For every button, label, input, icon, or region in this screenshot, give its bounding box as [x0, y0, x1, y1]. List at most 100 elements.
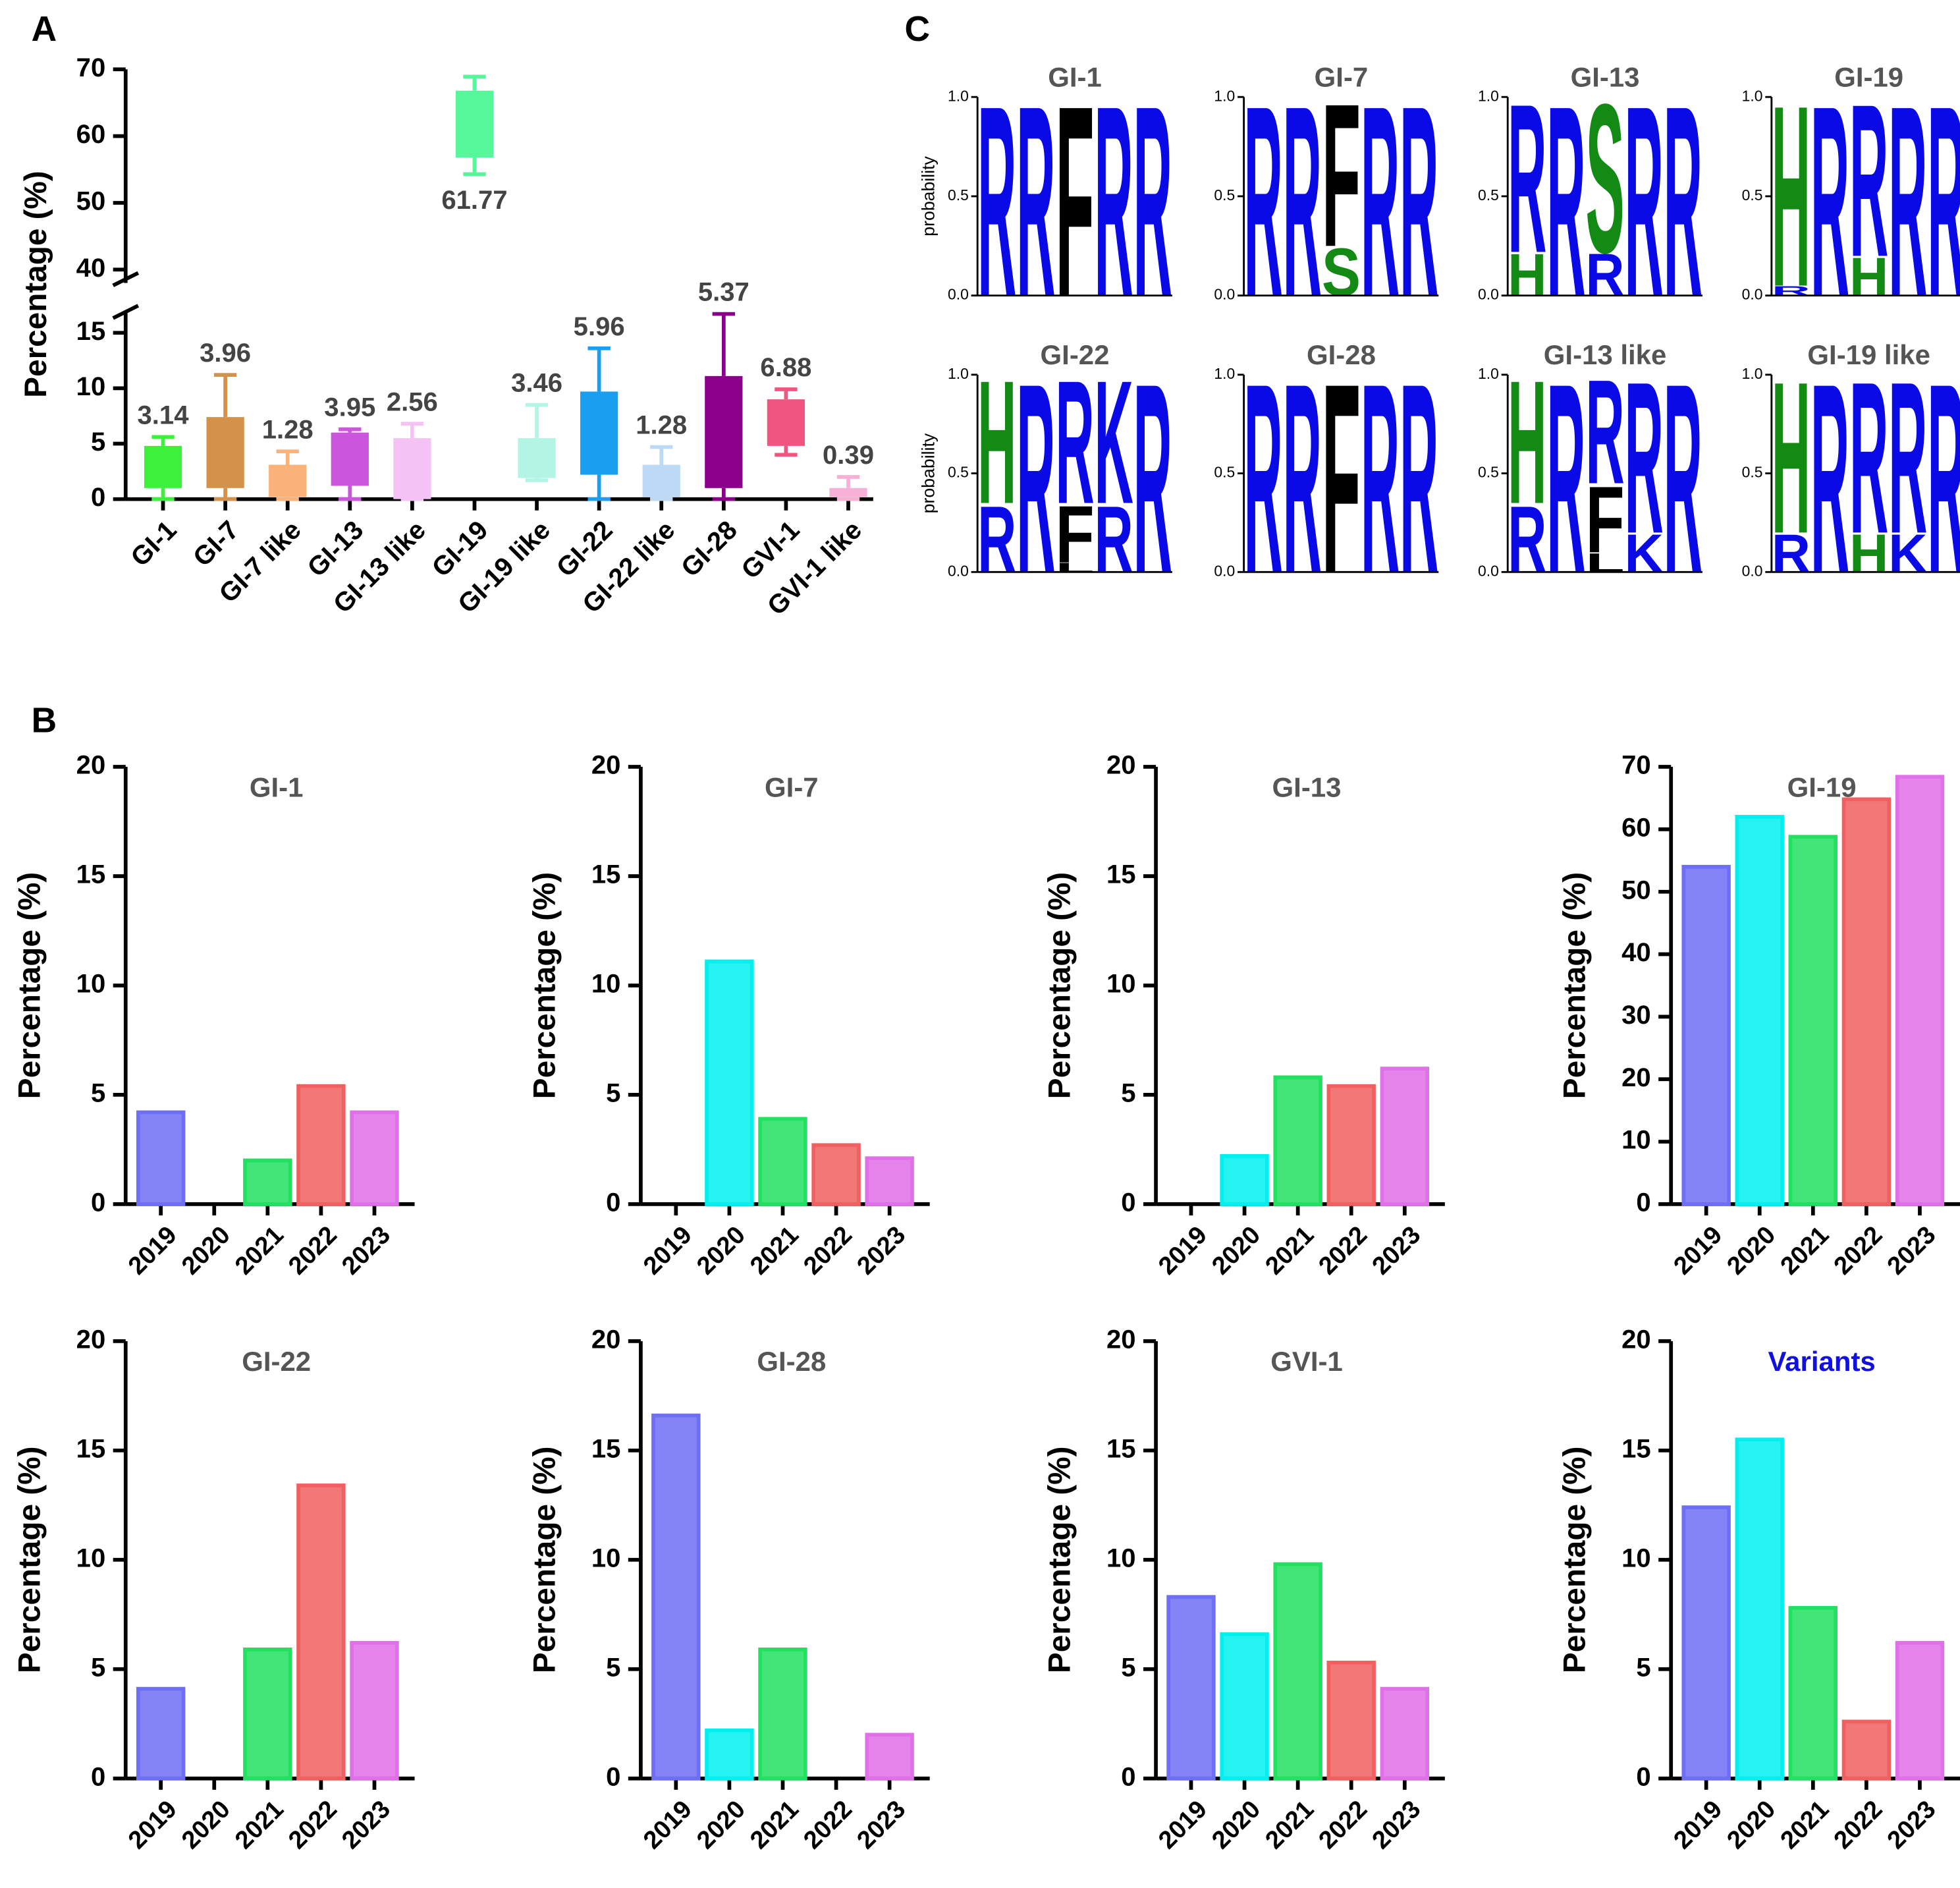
- mean-label: 6.88: [760, 353, 811, 382]
- y-axis-label: Percentage (%): [527, 872, 562, 1099]
- chart-title: GI-19 like: [1807, 339, 1930, 370]
- x-tick-label: 2020: [1207, 1795, 1266, 1854]
- bar: [651, 1413, 701, 1781]
- x-tick-label: 2019: [638, 1795, 697, 1854]
- x-tick-label: 2022: [283, 1221, 342, 1280]
- panel-label: C: [905, 10, 931, 49]
- logo-letter: K: [1625, 523, 1664, 584]
- x-tick-label: 2023: [337, 1221, 396, 1280]
- y-tick-label: 70: [1621, 751, 1651, 780]
- x-tick-label: 2019: [122, 1221, 182, 1280]
- y-tick-label: 1.0: [1214, 87, 1235, 104]
- logo-letter: F: [1055, 489, 1094, 580]
- bar: [136, 1110, 186, 1206]
- bar: [1735, 1437, 1784, 1781]
- chart-title: GI-19: [1834, 62, 1903, 93]
- y-tick-label: 1.0: [1742, 365, 1763, 382]
- y-tick-label: 15: [1621, 1434, 1651, 1463]
- box: [331, 432, 369, 486]
- chart-title: GI-13 like: [1544, 339, 1667, 370]
- y-tick-label: 5: [1121, 1653, 1135, 1682]
- y-tick-label: 0.0: [1214, 562, 1235, 579]
- logo-letter: H: [1772, 52, 1810, 341]
- bar: [350, 1110, 399, 1206]
- x-tick-label: 2019: [1668, 1221, 1728, 1280]
- x-tick-label: 2020: [176, 1221, 235, 1280]
- logo-letter: R: [1361, 50, 1400, 354]
- mean-label: 1.28: [636, 411, 687, 440]
- box: [455, 90, 494, 158]
- mean-label: 3.96: [200, 339, 251, 368]
- logo-letter: R: [1400, 327, 1438, 629]
- logo-letter: S: [1322, 234, 1361, 310]
- logo-letter: H: [1849, 246, 1888, 307]
- logo-letter: R: [1849, 60, 1888, 303]
- box: [518, 438, 556, 478]
- logo-letter: R: [1508, 60, 1546, 297]
- y-tick-label: 20: [1621, 1325, 1651, 1354]
- y-axis-label: Percentage (%): [527, 1447, 562, 1674]
- x-tick-label: 2019: [122, 1795, 182, 1854]
- mean-label: 0.39: [823, 441, 874, 470]
- y-tick-label: 0: [1121, 1188, 1135, 1217]
- x-tick-label: 2021: [1775, 1795, 1834, 1854]
- logo-letter: R: [1546, 327, 1585, 629]
- y-axis-label: probability: [919, 433, 939, 513]
- y-tick-label: 10: [76, 1543, 106, 1572]
- x-tick-label: 2021: [1260, 1221, 1319, 1280]
- bar: [705, 959, 754, 1206]
- logo-letter: K: [1095, 345, 1133, 541]
- x-tick-label: 2019: [638, 1221, 697, 1280]
- logo-letter: R: [1772, 523, 1810, 584]
- logo-letter: H: [1849, 523, 1888, 584]
- y-tick-label: 15: [76, 317, 106, 346]
- bar: [758, 1648, 807, 1781]
- x-tick-label: 2023: [1882, 1221, 1941, 1280]
- y-tick-label: 0.0: [948, 286, 969, 303]
- y-tick-label: 0.0: [1742, 562, 1763, 579]
- y-tick-label: 10: [1621, 1126, 1651, 1155]
- chart-title: GVI-1: [1270, 1346, 1343, 1377]
- x-tick-label: 2023: [1882, 1795, 1941, 1854]
- logo-letter: H: [977, 345, 1016, 541]
- y-tick-label: 0.0: [1478, 286, 1499, 303]
- y-tick-label: 0.5: [1214, 186, 1235, 204]
- chart-title: GI-1: [250, 771, 304, 802]
- logo-letter: R: [1546, 50, 1585, 354]
- y-tick-label: 10: [1106, 970, 1136, 999]
- y-tick-label: 0: [606, 1188, 620, 1217]
- logo-letter: R: [1400, 50, 1438, 354]
- box: [580, 391, 618, 475]
- logo-letter: R: [977, 50, 1016, 354]
- mean-label: 3.95: [324, 393, 375, 422]
- bar: [1326, 1660, 1376, 1781]
- box: [642, 464, 680, 497]
- logo-letter: R: [1586, 349, 1625, 515]
- x-tick-label: 2020: [176, 1795, 235, 1854]
- y-tick-label: 0.0: [1742, 286, 1763, 303]
- x-tick-label: 2020: [1722, 1221, 1781, 1280]
- bar: [1220, 1632, 1269, 1781]
- y-tick-label: 15: [591, 1434, 621, 1463]
- y-tick-label: 1.0: [1742, 87, 1763, 104]
- y-tick-label: 20: [1106, 1325, 1136, 1354]
- chart-title: GI-22: [242, 1346, 311, 1377]
- x-tick-label: 2021: [1775, 1221, 1834, 1280]
- chart-title: GI-13: [1272, 771, 1342, 802]
- logo-letter: R: [1888, 50, 1927, 354]
- y-tick-label: 60: [1621, 813, 1651, 842]
- bar: [1841, 1719, 1892, 1781]
- y-tick-label: 10: [76, 372, 106, 401]
- y-tick-label: 30: [1621, 1001, 1651, 1030]
- y-tick-label: 1.0: [1214, 365, 1235, 382]
- logo-letter: F: [1322, 327, 1361, 629]
- y-tick-label: 0: [1636, 1762, 1650, 1791]
- logo-letter: R: [1586, 241, 1625, 308]
- y-tick-label: 20: [591, 1325, 621, 1354]
- y-tick-label: 20: [1106, 751, 1136, 780]
- bar: [296, 1084, 346, 1206]
- logo-letter: L: [1586, 547, 1625, 578]
- bar: [1841, 797, 1892, 1206]
- chart-title: GI-7: [1315, 62, 1369, 93]
- logo-letter: R: [1283, 327, 1322, 629]
